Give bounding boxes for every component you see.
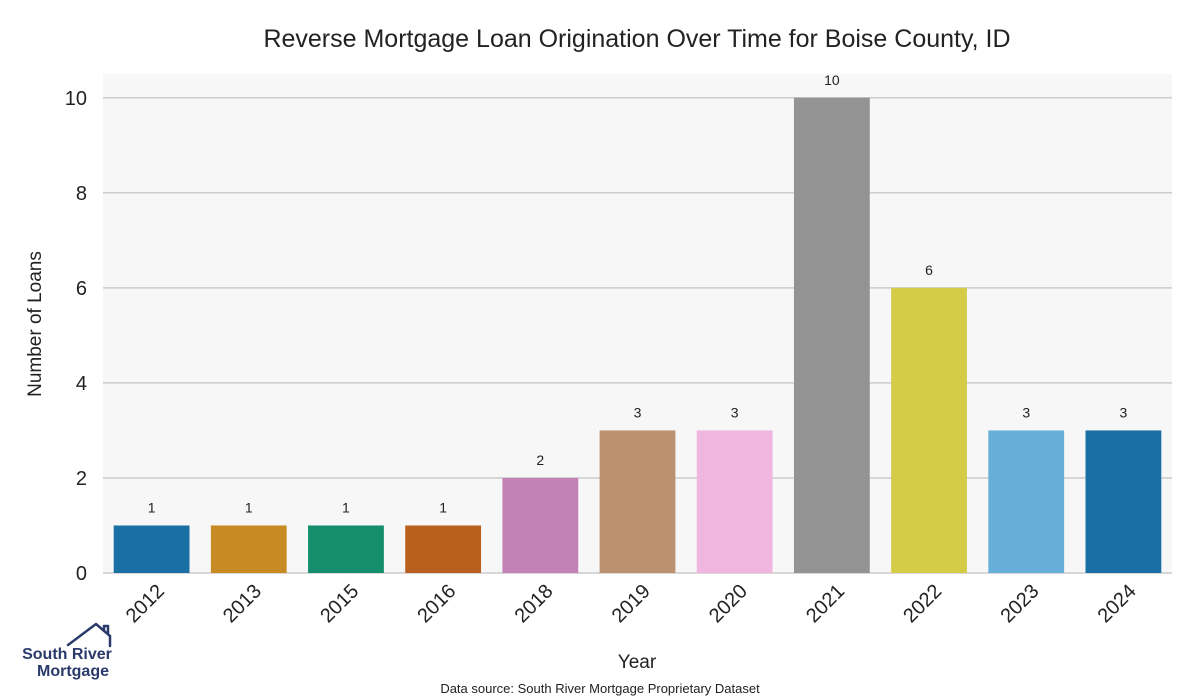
x-tick-label-2020: 2020: [705, 580, 752, 627]
y-tick-label-10: 10: [65, 88, 87, 110]
bar-value-label-2015: 1: [342, 499, 350, 515]
bar-2020: [696, 430, 773, 573]
bar-value-label-2012: 1: [148, 499, 156, 515]
bar-value-label-2019: 3: [634, 404, 642, 420]
bar-labels: 1 1 1 1 2 3 3 10 6 3 3: [148, 72, 1128, 516]
data-source-note: Data source: South River Mortgage Propri…: [440, 681, 760, 696]
bar-value-label-2022: 6: [925, 262, 933, 278]
bar-2019: [599, 430, 676, 573]
x-tick-label-2015: 2015: [316, 580, 363, 627]
bar-value-label-2021: 10: [824, 72, 840, 88]
bar-value-label-2020: 3: [731, 404, 739, 420]
x-tick-label-2016: 2016: [413, 580, 460, 627]
x-tick-label-2021: 2021: [802, 580, 849, 627]
y-axis-ticks: 0 2 4 6 8 10: [65, 88, 87, 585]
bar-value-label-2013: 1: [245, 499, 253, 515]
bar-value-label-2024: 3: [1120, 404, 1128, 420]
bar-2023: [988, 430, 1065, 573]
bar-2012: [113, 525, 190, 573]
x-tick-label-2024: 2024: [1094, 580, 1141, 627]
house-icon: [66, 622, 112, 648]
bar-2024: [1085, 430, 1162, 573]
bar-value-label-2018: 2: [536, 452, 544, 468]
x-tick-label-2022: 2022: [899, 580, 946, 627]
bar-value-label-2016: 1: [439, 499, 447, 515]
bars: [113, 97, 1162, 573]
bar-value-label-2023: 3: [1022, 404, 1030, 420]
company-logo: South River Mortgage: [22, 622, 112, 680]
y-tick-label-0: 0: [76, 563, 87, 585]
x-tick-label-2018: 2018: [511, 580, 558, 627]
x-axis-ticks: 2012 2013 2015 2016 2018 2019 2020 2021 2022 2023…: [122, 580, 1141, 627]
x-tick-label-2019: 2019: [608, 580, 655, 627]
y-tick-label-8: 8: [76, 183, 87, 205]
x-tick-label-2023: 2023: [996, 580, 1043, 627]
bar-2016: [405, 525, 482, 573]
y-tick-label-2: 2: [76, 468, 87, 490]
y-tick-label-4: 4: [76, 373, 87, 395]
y-tick-label-6: 6: [76, 278, 87, 300]
bar-2021: [793, 97, 870, 573]
bar-2022: [891, 287, 967, 573]
chart-title: Reverse Mortgage Loan Origination Over T…: [263, 25, 1010, 53]
bar-2015: [308, 525, 384, 573]
logo-line-2: Mortgage: [37, 663, 109, 680]
x-tick-label-2012: 2012: [122, 580, 169, 627]
bar-2013: [210, 525, 287, 573]
y-axis-label: Number of Loans: [25, 251, 46, 397]
x-tick-label-2013: 2013: [219, 580, 266, 627]
bar-2018: [502, 477, 579, 573]
x-axis-label: Year: [618, 652, 657, 673]
logo-line-1: South River: [22, 646, 112, 663]
